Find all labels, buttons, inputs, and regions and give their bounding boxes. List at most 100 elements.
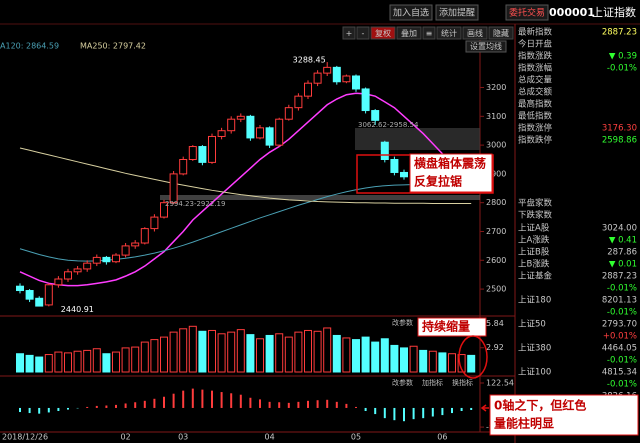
candle-body [284, 107, 293, 120]
volume-bar [83, 349, 92, 373]
candle-body [361, 88, 370, 112]
y-tick-label: 2900 [486, 169, 506, 178]
tool-button[interactable] [462, 26, 488, 40]
note-text: 持续缩量 [422, 319, 470, 334]
volume-bar [390, 344, 399, 373]
button-label[interactable]: 委托交易 [509, 7, 545, 19]
tool-label[interactable]: - [362, 29, 365, 38]
button[interactable] [389, 4, 433, 21]
tool-label[interactable]: + [346, 29, 353, 38]
candle-body [169, 173, 178, 204]
candle-body [294, 95, 303, 109]
quote-label: 上证50 [518, 320, 546, 330]
note-box [417, 317, 487, 337]
price-note: 3288.45 [293, 56, 326, 65]
tool-button[interactable] [422, 26, 436, 40]
tool-label[interactable]: 统计 [441, 28, 457, 38]
quote-label: 总成交量 [518, 75, 553, 86]
volume-bar [35, 356, 44, 373]
panel-tool[interactable]: 改参数 [392, 318, 413, 327]
tool-label[interactable]: 叠加 [401, 28, 417, 38]
tool-button[interactable] [342, 26, 356, 40]
tool-button[interactable] [436, 26, 462, 40]
candle-body [313, 72, 322, 84]
ma-button-label[interactable]: 设置均线 [470, 41, 502, 51]
button[interactable] [435, 4, 479, 21]
candle-body [256, 127, 264, 139]
quote-label: 最高指数 [518, 99, 553, 110]
candle-body [83, 262, 92, 270]
candle-body [352, 75, 360, 90]
y-tick-label: 2.92 [486, 343, 504, 352]
tool-label[interactable]: 隐藏 [493, 28, 509, 38]
candle-body [102, 256, 111, 263]
volume-bar [179, 328, 188, 373]
quote-label: 下跌家数 [518, 210, 553, 221]
candle-body [227, 118, 236, 132]
candle-body [208, 135, 216, 163]
quote-label: 上B涨跌 [518, 259, 550, 270]
candle-body [371, 110, 380, 121]
ma-line [19, 147, 472, 205]
quote-value: ▼ 0.39 [609, 52, 637, 62]
note-text: 量能柱明显 [494, 416, 554, 431]
quote-value: -0.01% [607, 64, 637, 74]
volume-bar [44, 354, 53, 373]
quote-label: 上证180 [518, 296, 551, 306]
y-tick-label: 2600 [486, 256, 506, 265]
tool-label[interactable]: ≡ [426, 29, 433, 38]
tool-label[interactable]: 复权 [375, 28, 391, 38]
range-band [160, 195, 480, 200]
price-note: 2440.91 [61, 305, 94, 314]
candle-body [342, 75, 351, 83]
tool-button[interactable] [488, 26, 514, 40]
volume-bar [188, 325, 197, 373]
volume-bar [112, 351, 120, 373]
volume-bar [160, 336, 168, 373]
y-tick-label: 3100 [486, 112, 506, 121]
candle-body [332, 66, 341, 83]
tool-label[interactable]: 画线 [467, 28, 483, 38]
candle-body [265, 127, 274, 146]
volume-bar [236, 329, 245, 373]
panel-tool[interactable]: 加指标 [422, 378, 443, 387]
note-text: 反复拉锯 [414, 174, 462, 189]
y-tick-label: 2500 [486, 285, 506, 294]
candle-body [380, 141, 389, 161]
quote-value: ▼ 0.01 [609, 260, 637, 270]
volume-bar [342, 337, 351, 373]
volume-bar [332, 334, 341, 373]
quote-value: 8201.13 [602, 296, 637, 306]
volume-bar [64, 352, 72, 373]
tool-button[interactable] [356, 26, 370, 40]
ma-line [19, 92, 472, 287]
tool-button[interactable] [396, 26, 422, 40]
button-label[interactable]: 添加提醒 [439, 8, 475, 19]
quote-label: 上证B股 [518, 248, 550, 258]
legend-entry: MA250: 2797.42 [80, 42, 146, 51]
volume-bar [92, 348, 101, 373]
volume-bar [371, 341, 380, 373]
candle-body [236, 115, 245, 120]
panel-tool[interactable]: 改参数 [392, 378, 413, 387]
quote-value: 2598.86 [602, 136, 637, 146]
tool-button[interactable] [370, 26, 396, 40]
quote-value: 4464.05 [602, 344, 637, 354]
candle-body [16, 285, 24, 292]
volume-bar [409, 345, 418, 373]
volume-bar [265, 334, 274, 373]
volume-bar [198, 330, 207, 373]
quote-value: ▼ 0.41 [609, 236, 637, 246]
y-tick-label: 2800 [486, 198, 506, 207]
quote-value: -0.01% [607, 356, 637, 366]
volume-bar [284, 336, 293, 373]
ma-button[interactable] [465, 40, 507, 53]
volume-bar [246, 334, 255, 373]
y-tick-label: 3200 [486, 83, 506, 92]
panel-tool[interactable]: 换指标 [452, 378, 473, 387]
quote-value: -0.01% [607, 308, 637, 318]
button[interactable] [505, 4, 549, 21]
y-tick-label: 2700 [486, 227, 506, 236]
y-tick-label: 3000 [486, 141, 506, 150]
button-label[interactable]: 加入自选 [393, 7, 429, 19]
